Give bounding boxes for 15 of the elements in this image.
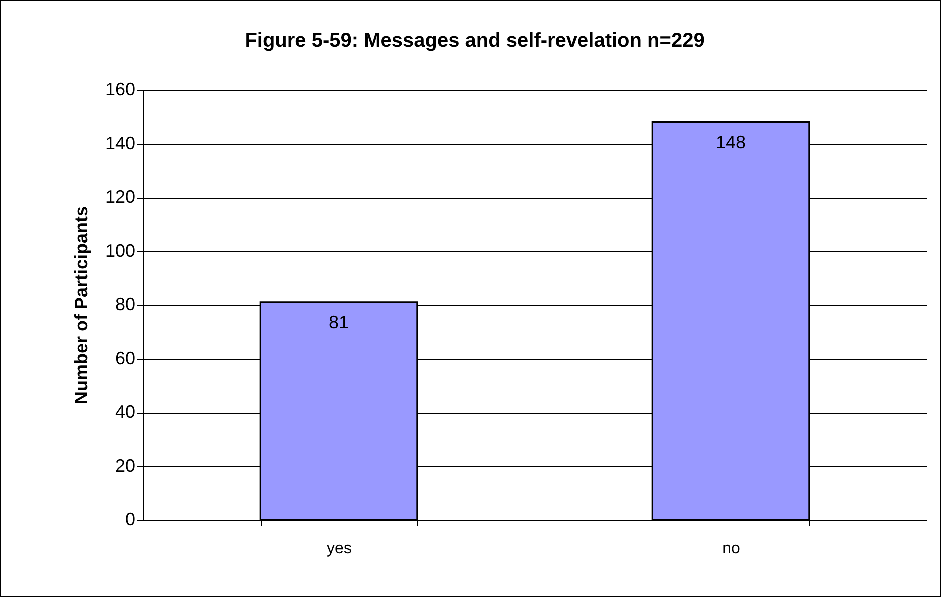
x-tick-label: yes [327, 540, 352, 558]
y-axis-title: Number of Participants [71, 206, 92, 405]
x-tick-label: no [722, 540, 740, 558]
y-tick-label: 80 [115, 294, 136, 314]
y-tick-label: 160 [105, 80, 136, 100]
y-tick-label: 60 [115, 348, 136, 368]
y-tick-label: 20 [115, 456, 136, 476]
data-label: 81 [328, 312, 350, 332]
y-tick-label: 40 [115, 402, 136, 422]
y-tick-label: 120 [105, 187, 136, 207]
y-tick-label: 140 [105, 133, 136, 154]
chart-title: Figure 5-59: Messages and self-revelation n=229 [245, 30, 705, 52]
y-tick-label: 100 [105, 240, 136, 261]
data-label: 148 [716, 132, 746, 152]
y-tick-label: 0 [125, 510, 136, 530]
